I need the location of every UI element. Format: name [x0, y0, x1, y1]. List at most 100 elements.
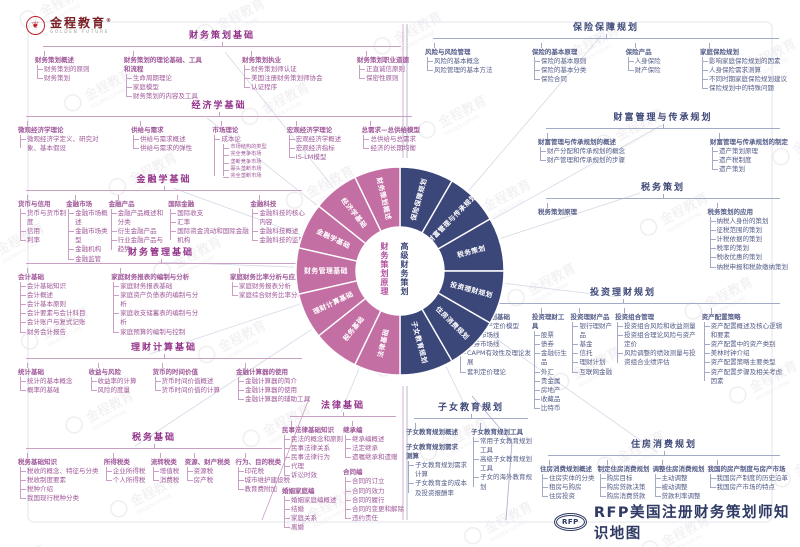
- tree-node: 婚姻家庭编概述: [284, 496, 343, 505]
- tree-node-label: 金融科技概述: [259, 227, 299, 236]
- tree-node: 财务策划概述 财务策划的原则 财务策划: [35, 56, 90, 83]
- tree-node: 收藏品: [534, 395, 571, 404]
- tree-node: 投资组合管理 投资组合风险和收益测量 投资组合理论风险与资产定价 风险调整的绩效测量与…: [615, 313, 701, 368]
- tree-node-label: 企业所得税: [112, 467, 146, 476]
- tree-node-label: 货币与货币制度: [27, 209, 66, 227]
- branch-column: 国际金融 国际收支 汇率 国际资金流动和国际金融机构: [168, 195, 250, 245]
- brand-logo-icon: ❦: [26, 16, 45, 35]
- branch-column: 货币与信用 货币与货币制度 信用 利率: [18, 195, 66, 245]
- tree-node-label: 税种介绍: [27, 485, 53, 494]
- section-economics-basics: 经济学基础 微观经济学理论 微观经济学定义、研究对象、基本假设 供给与需求 供给与需求概…: [18, 98, 420, 181]
- tree-node-label: 资产配置概述及核心逻辑和要素: [710, 322, 783, 340]
- tree-node-label: 国际资金流动和国际金融机构: [177, 227, 249, 245]
- branch-column: 宏观经济学理论 宏观经济学概述 宏观经济指标 IS-LM模型: [287, 121, 341, 162]
- tree-node: 理财计划: [572, 358, 615, 367]
- tree-node: 遗产税制度: [712, 156, 788, 165]
- section-housing-planning: 住房消费规划 住房消费规划概述 住房实体的分类 租房与购房 住房投资 制定住房消费规划 购房…: [540, 437, 788, 501]
- tree-node-label: 风险的基本概念: [434, 57, 480, 66]
- tree-node-label: 住房实体的分类: [549, 474, 595, 483]
- tree-node-label: 合同编: [343, 468, 363, 477]
- tree-node-label: 个人所得税: [112, 476, 146, 485]
- tree-node: 资产配置概述及核心逻辑和要素: [703, 322, 788, 340]
- tree-node: 信托: [572, 349, 615, 358]
- tree-node: 风险调整的绩效测量与投资组合业绩评估: [617, 349, 701, 367]
- tree-node: 衍生金融产品: [110, 227, 169, 236]
- tree-node-label: 纳税申报和税款缴纳策划: [716, 262, 789, 271]
- section-law-basics: 法律基础 民事法律基础知识 民法的概念和原则 民事法律关系 民事法律行为 代理 诉讼时效 婚姻…: [282, 398, 404, 532]
- tree-node-label: 财务策划的理论基础、工具和流程: [123, 56, 202, 74]
- tree-node: 会计账户与复式记账: [20, 318, 86, 327]
- branch-column: 财务策划职业道德 正直诚信原则 保密性原则: [357, 51, 409, 83]
- tree-node-label: 财务策划执业: [242, 56, 282, 64]
- tree-node: 资源税: [186, 467, 231, 476]
- tree-node-label: 税务基础知识: [18, 458, 57, 466]
- tree-node: 风险与风险管理 风险的基本概念 风险管理的基本方法: [425, 48, 493, 75]
- tree-node-label: 家庭财务报表基础: [120, 282, 173, 291]
- tree-node: 子女教育规划概述: [406, 428, 471, 437]
- tree-node: 供给与需求 供给与需求概述 供给与需求的弹性: [131, 126, 192, 153]
- tree-node-label: 国际金融: [168, 200, 195, 208]
- branch-column: 统计基础 统计的基本概念 概率的基础: [18, 363, 73, 395]
- tree-node: 财务策划的原则: [37, 65, 90, 74]
- tree-node: 金融科技 金融科技的核心内容 金融科技概述 金融科技的监管: [250, 200, 310, 245]
- tree-node: 税率的策划: [709, 244, 789, 253]
- tree-node: 资源、财产税类 资源税 房产税: [185, 458, 231, 485]
- tree-node: 征税范围的策划: [709, 226, 789, 235]
- tree-node-label: 证券市场线: [467, 340, 500, 349]
- tree-node-label: 资产配置步骤及相关考虑因素: [710, 367, 783, 385]
- tree-node: 财富管理与传承规划的概述 财产分配和传承规划的概念 财产管理和传承规划的步骤: [538, 138, 625, 165]
- tree-node-label: 继承编概述: [352, 435, 385, 444]
- tree-node: 微观经济学理论 微观经济学定义、研究对象、基本假设: [18, 126, 111, 153]
- branch-column: 家庭保险规划 影响家庭保险规划的因素 人身保险需求测算 不同时期家庭保险规划建议 保险规…: [700, 43, 787, 93]
- tree-node: 套利定价理论: [460, 368, 532, 377]
- branch-column: 税务策划的应用 纳税人身份的策划 征税范围的策划 计税依据的策划 税率的策划 税收优惠的策…: [708, 203, 789, 272]
- branch-column: 子女教育规划概述 子女教育规划需求测算 子女教育规划需求计算 子女教育金的成本及投资报…: [406, 423, 471, 498]
- tree-node-label: 市场结构的类型: [230, 144, 267, 151]
- branch-column: 继承编 继承编概述 法定继承 遗嘱继承和遗赠 合同编 合同的订立 合同的效力 合同的履行 合同的…: [343, 421, 404, 523]
- tree-node-label: 我国现行税种分类: [27, 494, 79, 503]
- tree-node: 增值税: [152, 467, 179, 476]
- section-title: 税务基础: [18, 430, 290, 448]
- branch-column: 调整住房消费规划 主动调整 被动调整 贷款利率调整: [653, 460, 705, 501]
- tree-node-label: 会计基础知识: [27, 282, 66, 291]
- tree-node-label: 金融产品概述和分类: [117, 209, 164, 227]
- branch-column: 总需求—总供给模型 总供给与总需求 经济的长期均衡: [361, 121, 420, 153]
- tree-node: 国际收支: [170, 209, 250, 218]
- tree-node: 民事法律关系: [284, 444, 343, 453]
- tree-node-label: 风险与风险管理: [425, 48, 471, 56]
- tree-node-label: 法定继承: [352, 444, 378, 453]
- tree-node: 财务策划的理论基础、工具和流程 生命周期理论 家庭模型 财务策划的内容及工具: [124, 56, 208, 101]
- tree-node-label: 金融计算器的简介: [245, 377, 297, 386]
- tree-node: 保险的基本分类: [533, 66, 586, 75]
- tree-node-label: 家庭关系: [291, 513, 317, 522]
- tree-node-label: 微观经济学定义、研究对象、基本假设: [27, 135, 99, 153]
- tree-node-label: 家庭预算的编制与控制: [120, 327, 186, 336]
- tree-node-label: 征税范围的策划: [716, 226, 763, 235]
- tree-node: 继承编 继承编概述 法定继承 遗嘱继承和遗赠: [343, 426, 404, 462]
- tree-node-label: 财务策划职业道德: [356, 56, 409, 64]
- tree-node-label: 比特币: [540, 403, 561, 412]
- tree-node: 税收优惠的策划: [709, 253, 789, 262]
- tree-node-label: 民事法律行为: [291, 453, 330, 462]
- tree-node-label: 会计要素与会计科目: [27, 309, 86, 318]
- section-title: 法律基础: [282, 398, 404, 416]
- tree-node-label: 纳税人身份的策划: [716, 217, 769, 226]
- tree-node-label: 股票: [540, 331, 554, 340]
- tree-node-label: 财务策划的内容及工具: [132, 92, 198, 101]
- tree-node: 统计基础 统计的基本概念 概率的基础: [18, 368, 73, 395]
- tree-node: 家庭财务报表的编制与分析 家庭财务报表基础 家庭资产负债表的编制与分析 家庭收支储蓄表…: [111, 273, 204, 337]
- tree-node: 家庭财务报表基础: [113, 282, 204, 291]
- tree-node: 家庭保险规划 影响家庭保险规划的因素 人身保险需求测算 不同时期家庭保险规划建议 保险规…: [700, 48, 787, 93]
- tree-node-label: 遗嘱继承和遗赠: [352, 453, 398, 462]
- tree-node-label: 货币时间价值概述: [161, 377, 214, 386]
- tree-node-label: 信托: [579, 349, 593, 358]
- tree-node-label: 资本市场线: [467, 331, 500, 340]
- tree-node-label: 子女教育规划概述: [406, 428, 458, 436]
- tree-node-label: 供给与需求概述: [140, 135, 186, 144]
- section-financial-planning-basics: 财务策划基础 财务策划概述 财务策划的原则 财务策划 财务策划的理论基础、工具和流程 生命…: [35, 28, 409, 101]
- tree-node: 供给与需求的弹性: [133, 144, 192, 153]
- tree-node: 保险的基本原理 保险的基本原则 保险的基本分类 保险合同: [532, 48, 587, 84]
- tree-node-label: 财务策划: [44, 74, 70, 83]
- tree-node-label: 金融衍生品: [540, 349, 567, 367]
- tree-node-label: 税率的策划: [716, 244, 750, 253]
